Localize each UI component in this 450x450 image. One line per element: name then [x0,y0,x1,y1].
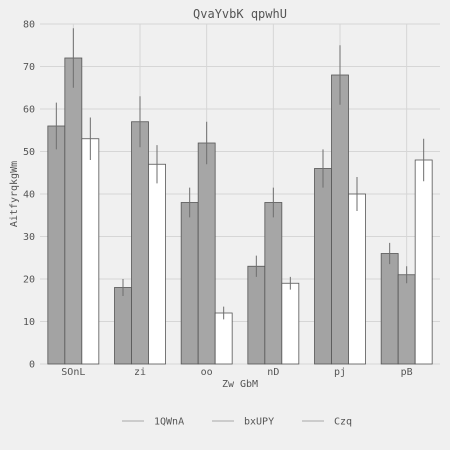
legend-label-Czq: Czq [334,417,352,428]
x-tick-label-5: pB [401,367,413,378]
bar-Czq-oo [214,312,233,365]
bar-bxUPY-pj [331,74,349,365]
y-tick-label-4: 40 [23,190,35,201]
legend-label-bxUPY: bxUPY [244,417,274,428]
y-tick-label-0: 0 [29,360,35,371]
y-tick-label-6: 60 [23,105,35,116]
y-tick-labels: 0 10 20 30 40 50 60 70 80 [23,20,35,371]
y-tick-label-7: 70 [23,62,35,73]
x-axis-label: Zw GbM [222,379,258,390]
error-bars [55,28,425,320]
legend: 1QWnA bxUPY Czq [122,417,352,428]
y-tick-label-1: 10 [23,317,35,328]
x-tick-label-0: SOnL [61,367,85,378]
bar-1QWnA-oo [180,202,199,365]
bar-Czq-nD [281,282,300,365]
bar-Czq-zi [148,163,166,365]
bar-bxUPY-nD [264,202,283,365]
bar-1QWnA-pB [380,253,399,365]
bars [47,57,433,365]
bar-Czq-pB [414,159,433,365]
bar-Czq-SOnL [81,138,100,365]
x-tick-label-2: oo [201,367,213,378]
bar-bxUPY-pB [397,274,416,365]
x-tick-label-3: nD [267,367,279,378]
x-tick-label-1: zi [134,367,146,378]
bar-1QWnA-zi [114,287,132,365]
bar-bxUPY-SOnL [64,57,83,365]
x-tick-labels: SOnL zi oo nD pj pB [61,367,412,378]
legend-label-1QWnA: 1QWnA [154,417,184,428]
bar-bxUPY-zi [131,121,149,365]
x-tick-label-4: pj [334,367,346,378]
bar-1QWnA-SOnL [47,125,66,365]
bar-1QWnA-pj [314,168,332,365]
bar-1QWnA-nD [247,265,266,365]
y-tick-label-5: 50 [23,147,35,158]
y-axis-label: AitfyrqkgWm [9,161,20,227]
y-tick-label-3: 30 [23,232,35,243]
y-tick-label-8: 80 [23,20,35,31]
bar-bxUPY-oo [197,142,216,365]
chart-title: QvaYvbK qpwhU [193,7,287,21]
y-tick-label-2: 20 [23,275,35,286]
bar-Czq-pj [348,193,366,365]
